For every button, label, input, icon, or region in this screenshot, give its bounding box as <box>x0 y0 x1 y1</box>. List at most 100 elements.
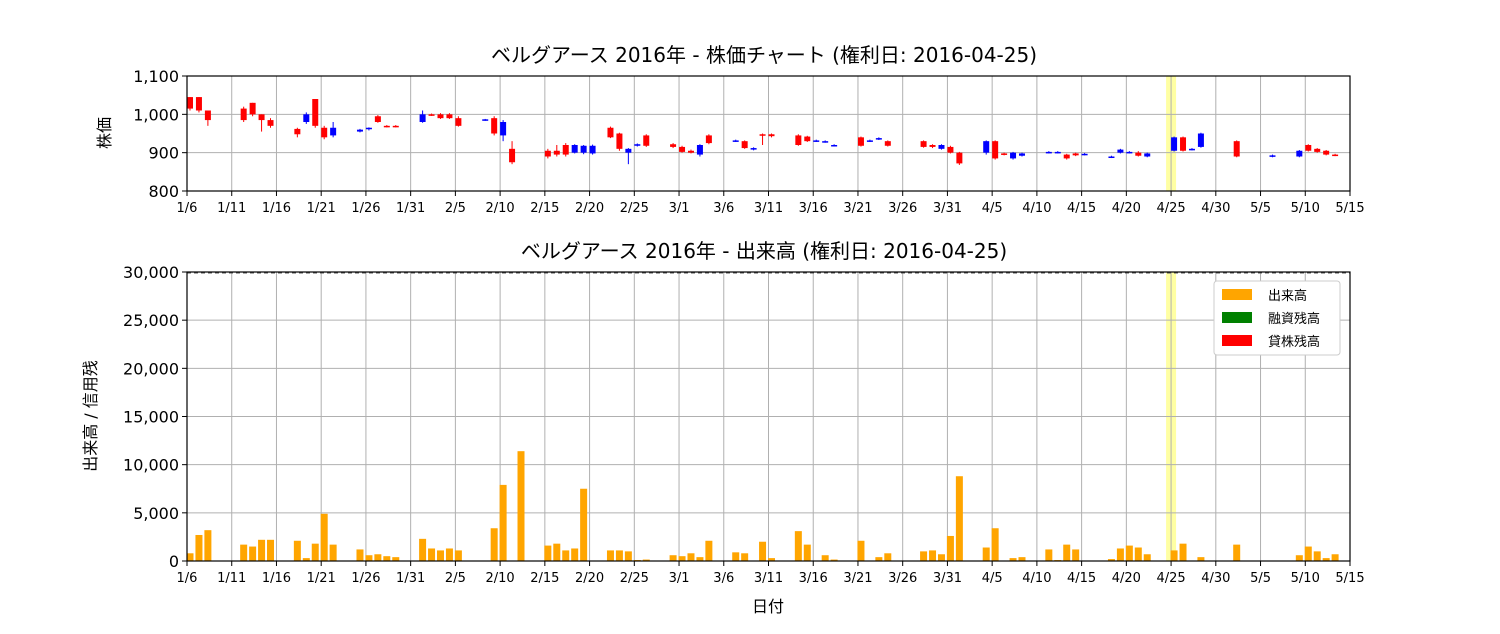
volume-bar <box>1143 554 1151 561</box>
candle-body <box>992 141 999 159</box>
volume-x-tick-label: 3/31 <box>933 571 962 586</box>
volume-x-tick-label: 2/20 <box>575 571 604 586</box>
candle-body <box>491 118 498 134</box>
price-x-tick-label: 2/10 <box>486 201 515 216</box>
candle-body <box>795 135 802 145</box>
price-y-tick-label: 1,000 <box>133 105 179 124</box>
volume-x-tick-label: 1/21 <box>307 571 336 586</box>
volume-y-axis-label: 出来高 / 信用残 <box>81 360 100 472</box>
volume-bar <box>428 548 436 561</box>
volume-x-tick-label: 4/15 <box>1067 571 1096 586</box>
candle-body <box>768 134 775 137</box>
volume-bar <box>991 528 999 561</box>
candle-body <box>392 125 399 128</box>
candle-body <box>1233 141 1240 157</box>
candle-body <box>580 145 587 153</box>
candle-body <box>509 148 516 163</box>
candle-body <box>1332 154 1339 157</box>
volume-y-tick-label: 20,000 <box>123 359 179 378</box>
candle-body <box>634 144 641 146</box>
volume-bar <box>875 557 883 561</box>
volume-x-tick-label: 1/6 <box>177 571 198 586</box>
volume-x-tick-label: 2/5 <box>445 571 466 586</box>
volume-bar <box>293 540 301 561</box>
candle-body <box>1054 151 1061 154</box>
volume-x-tick-label: 5/10 <box>1291 571 1320 586</box>
price-x-tick-label: 1/6 <box>177 201 198 216</box>
price-y-tick-label: 800 <box>148 182 179 201</box>
volume-bar <box>1197 557 1205 561</box>
volume-bar <box>615 550 623 561</box>
candle-body <box>884 141 891 146</box>
volume-bar <box>920 551 928 561</box>
volume-bar <box>499 484 507 561</box>
candle-body <box>187 97 193 109</box>
volume-bar <box>392 557 400 561</box>
candle-body <box>500 122 507 136</box>
volume-bar <box>186 553 194 561</box>
price-x-tick-label: 2/15 <box>530 201 559 216</box>
candle-body <box>1081 153 1088 156</box>
candle-body <box>1171 137 1178 151</box>
volume-bar <box>249 546 257 561</box>
volume-bar <box>311 543 319 561</box>
price-x-tick-label: 1/21 <box>307 201 336 216</box>
volume-x-tick-label: 3/11 <box>754 571 783 586</box>
price-x-tick-label: 5/5 <box>1250 201 1271 216</box>
candle-body <box>321 127 328 138</box>
volume-bar <box>732 552 740 561</box>
volume-x-tick-label: 2/25 <box>620 571 649 586</box>
price-x-tick-label: 1/11 <box>217 201 246 216</box>
price-x-tick-label: 3/31 <box>933 201 962 216</box>
volume-bar <box>1170 550 1178 561</box>
volume-bar <box>419 538 427 561</box>
candle-body <box>1269 155 1276 157</box>
volume-x-tick-label: 1/11 <box>217 571 246 586</box>
volume-bar <box>1018 557 1026 561</box>
volume-bar <box>258 539 266 561</box>
volume-bar <box>1233 544 1241 561</box>
candle-body <box>562 145 569 155</box>
volume-bar <box>195 534 203 561</box>
volume-bar <box>1063 544 1071 561</box>
price-x-tick-label: 3/1 <box>669 201 690 216</box>
candle-body <box>312 99 319 126</box>
volume-bar <box>1125 545 1133 561</box>
price-x-tick-label: 4/25 <box>1156 201 1185 216</box>
price-chart-title: ベルグアース 2016年 - 株価チャート (権利日: 2016-04-25) <box>491 43 1037 67</box>
candle-body <box>1010 152 1017 159</box>
candle-body <box>983 141 990 153</box>
volume-x-tick-label: 2/15 <box>530 571 559 586</box>
volume-bar <box>365 555 373 561</box>
candle-body <box>428 114 435 116</box>
legend-swatch <box>1222 312 1252 323</box>
volume-x-tick-label: 4/10 <box>1022 571 1051 586</box>
candle-body <box>1126 151 1133 154</box>
volume-bar <box>803 544 811 561</box>
volume-x-tick-label: 1/26 <box>351 571 380 586</box>
candle-body <box>1108 156 1115 158</box>
candle-body <box>195 97 202 111</box>
price-x-tick-label: 3/26 <box>888 201 917 216</box>
volume-bar <box>1045 549 1053 561</box>
price-x-tick-label: 2/20 <box>575 201 604 216</box>
candle-body <box>938 145 945 149</box>
price-x-tick-label: 3/6 <box>713 201 734 216</box>
candle-body <box>831 145 838 147</box>
price-x-tick-label: 5/15 <box>1335 201 1364 216</box>
candle-body <box>240 108 247 121</box>
volume-bar <box>830 559 838 561</box>
candle-body <box>303 114 310 122</box>
legend-label: 出来高 <box>1268 288 1307 304</box>
volume-bar <box>1322 558 1330 561</box>
volume-bar <box>383 556 391 561</box>
price-x-tick-label: 2/5 <box>445 201 466 216</box>
volume-x-tick-label: 2/10 <box>486 571 515 586</box>
volume-x-tick-label: 4/20 <box>1112 571 1141 586</box>
candle-body <box>607 127 614 138</box>
volume-bar <box>1313 551 1321 561</box>
candle-body <box>455 118 462 126</box>
candle-body <box>705 135 712 144</box>
volume-bar <box>955 476 963 561</box>
